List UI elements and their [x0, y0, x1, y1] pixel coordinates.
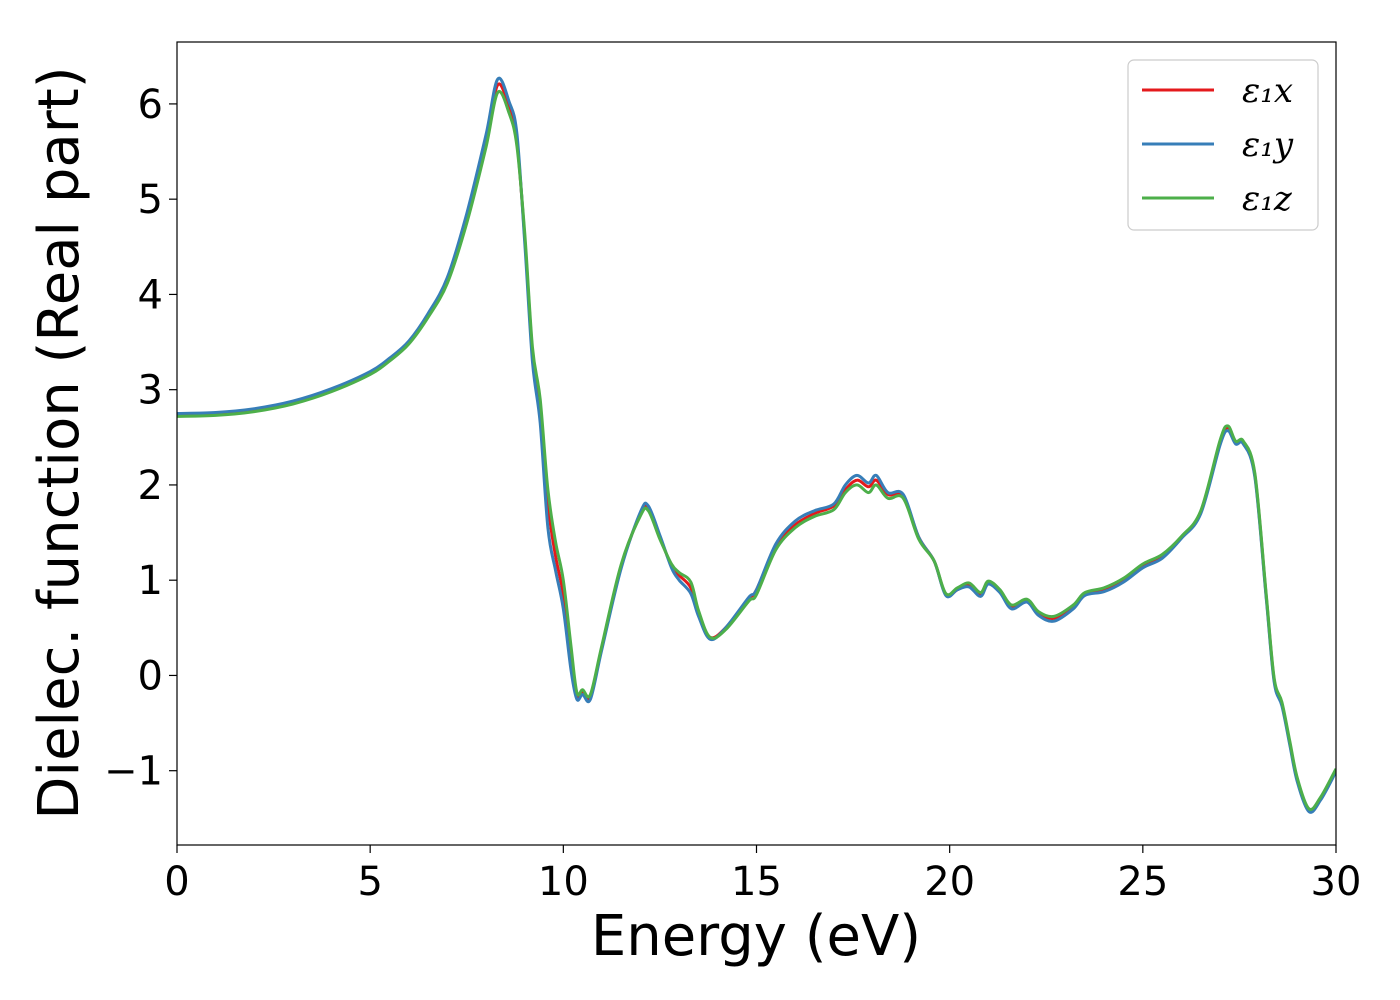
legend-label: ε₁y	[1242, 125, 1294, 165]
x-tick-label: 10	[538, 859, 589, 905]
y-tick-label: 3	[138, 368, 163, 414]
legend: ε₁x ε₁y ε₁z	[1127, 59, 1319, 231]
x-tick-label: 20	[924, 859, 975, 905]
x-tick-label: 0	[164, 859, 189, 905]
y-tick-label: −1	[104, 749, 163, 795]
legend-label: ε₁z	[1242, 179, 1293, 219]
y-axis: −1 0 1 2 3 4 5 6	[104, 82, 177, 795]
y-tick-label: 0	[138, 653, 163, 699]
y-tick-label: 1	[138, 558, 163, 604]
y-axis-title: Dielec. function (Real part)	[27, 66, 92, 819]
x-tick-label: 15	[731, 859, 782, 905]
y-tick-label: 4	[138, 272, 163, 318]
y-tick-label: 5	[138, 177, 163, 223]
x-axis-title: Energy (eV)	[591, 904, 921, 969]
x-tick-label: 5	[357, 859, 382, 905]
series-line-3	[177, 89, 1336, 811]
series-layer	[177, 76, 1336, 814]
y-tick-label: 6	[138, 82, 163, 128]
legend-box	[1127, 59, 1319, 231]
y-tick-label: 2	[138, 463, 163, 509]
legend-label: ε₁x	[1242, 71, 1293, 111]
x-axis: 0 5 10 15 20 25 30	[164, 845, 1361, 905]
x-tick-label: 25	[1117, 859, 1168, 905]
x-tick-label: 30	[1311, 859, 1362, 905]
